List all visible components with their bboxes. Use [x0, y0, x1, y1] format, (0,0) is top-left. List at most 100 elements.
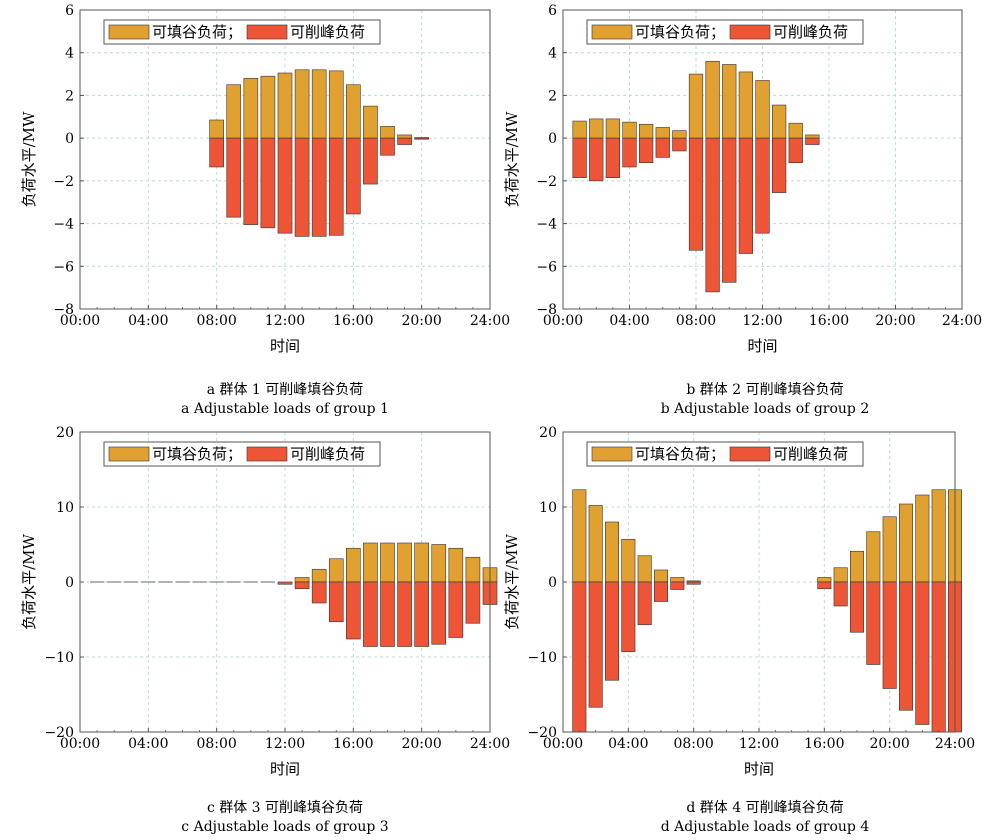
bar-fill-valley	[850, 550, 864, 583]
bar-fill-valley	[788, 122, 803, 139]
x-tick-label: 00:00	[543, 736, 583, 752]
bar-fill-valley	[572, 489, 587, 583]
bar-peak-shaving	[686, 581, 701, 585]
bar-peak-shaving	[882, 581, 897, 689]
bar-peak-shaving	[448, 581, 464, 638]
legend-label-fill: 可填谷负荷；	[152, 23, 242, 41]
x-tick-label: 20:00	[869, 736, 909, 752]
chart-d: 00:00 04:00 08:00 12:00 16:00 20:00 24:00 −20 −1…	[503, 425, 975, 778]
y-tick-label: −10	[44, 650, 74, 666]
x-tick-label: 12:00	[265, 313, 305, 329]
legend-swatch-fill	[108, 24, 150, 40]
bar-peak-shaving	[738, 137, 753, 254]
bar-fill-valley	[688, 73, 704, 139]
legend-swatch-peak	[246, 446, 288, 462]
x-tick-label: 08:00	[673, 736, 713, 752]
bar-fill-valley	[277, 72, 293, 139]
bar-fill-valley	[637, 555, 652, 583]
y-tick-label: 2	[65, 88, 74, 104]
bar-peak-shaving	[243, 137, 259, 225]
bar-peak-shaving	[915, 581, 930, 725]
caption-a: a 群体 1 可削峰填谷负荷 a Adjustable loads of gro…	[80, 381, 490, 419]
legend-label-peak: 可削峰负荷	[290, 23, 365, 41]
y-tick-label: −8	[53, 302, 74, 318]
bar-peak-shaving	[465, 581, 481, 624]
legend-swatch-fill	[591, 24, 633, 40]
x-tick-label: 00:00	[543, 313, 583, 329]
bar-fill-valley	[705, 60, 720, 139]
y-tick-label: −20	[44, 725, 74, 741]
y-tick-label: −2	[536, 174, 557, 190]
legend: 可填谷负荷； 可削峰负荷	[586, 19, 864, 45]
bar-fill-valley	[882, 516, 897, 583]
y-tick-label: 0	[548, 575, 557, 591]
y-tick-label: −20	[527, 725, 557, 741]
bar-peak-shaving	[328, 581, 344, 623]
caption-d-en: d Adjustable loads of group 4	[660, 819, 870, 835]
bar-peak-shaving	[414, 581, 429, 647]
bar-fill-valley	[380, 542, 395, 583]
bar-peak-shaving	[226, 137, 242, 218]
bar-peak-shaving	[637, 581, 652, 626]
caption-d-cn: d 群体 4 可削峰填谷负荷	[686, 800, 844, 816]
x-tick-label: 08:00	[196, 313, 236, 329]
bar-fill-valley	[397, 134, 412, 139]
legend-swatch-peak	[729, 446, 771, 462]
bar-fill-valley	[738, 71, 753, 139]
bar-fill-valley	[605, 521, 619, 583]
bar-peak-shaving	[805, 137, 820, 145]
y-tick-label: −2	[53, 174, 74, 190]
y-axis-title: 负荷水平/MW	[503, 111, 521, 207]
bar-peak-shaving	[260, 137, 276, 229]
bar-peak-shaving	[209, 137, 224, 168]
bar-fill-valley	[260, 75, 276, 139]
bar-fill-valley	[755, 80, 770, 139]
bar-peak-shaving	[277, 581, 293, 585]
x-tick-label: 20:00	[401, 313, 441, 329]
bar-fill-valley	[833, 567, 848, 583]
y-tick-label: −6	[53, 259, 74, 275]
caption-a-en: a Adjustable loads of group 1	[181, 401, 389, 417]
x-tick-label: 16:00	[804, 736, 844, 752]
bar-peak-shaving	[639, 137, 654, 164]
x-tick-label: 16:00	[333, 313, 373, 329]
x-tick-label: 16:00	[333, 736, 373, 752]
x-tick-label: 00:00	[60, 313, 100, 329]
bar-fill-valley	[294, 69, 310, 139]
caption-b-cn: b 群体 2 可削峰填谷负荷	[686, 382, 844, 398]
bar-peak-shaving	[655, 137, 670, 158]
bar-fill-valley	[226, 84, 242, 139]
caption-c-cn: c 群体 3 可削峰填谷负荷	[206, 800, 364, 816]
y-tick-label: −6	[536, 259, 557, 275]
y-tick-label: 4	[548, 46, 557, 62]
y-tick-label: −4	[536, 217, 557, 233]
x-axis-title: 时间	[744, 760, 774, 778]
bar-fill-valley	[621, 538, 636, 583]
y-tick-label: 10	[56, 500, 74, 516]
bar-peak-shaving	[311, 137, 327, 237]
legend-box	[586, 441, 864, 467]
bar-fill-valley	[899, 503, 913, 583]
legend-box	[586, 19, 864, 45]
x-tick-label: 20:00	[875, 313, 915, 329]
legend-swatch-peak	[246, 24, 288, 40]
bar-fill-valley	[931, 489, 946, 583]
chart-c: 00:00 04:00 08:00 12:00 16:00 20:00 24:00 −20 −1…	[20, 425, 510, 778]
caption-b-en: b Adjustable loads of group 2	[660, 401, 870, 417]
bar-fill-valley	[655, 127, 670, 139]
y-axis-title: 负荷水平/MW	[20, 111, 38, 207]
bar-peak-shaving	[294, 581, 310, 590]
bar-peak-shaving	[622, 137, 637, 168]
bar-peak-shaving	[605, 581, 619, 681]
x-axis-title: 时间	[270, 760, 300, 778]
bar-fill-valley	[448, 547, 464, 583]
bar-fill-valley	[311, 69, 327, 139]
bar-fill-valley	[465, 556, 481, 583]
bar-peak-shaving	[414, 137, 429, 140]
x-tick-label: 04:00	[128, 736, 168, 752]
bar-peak-shaving	[572, 581, 587, 733]
legend-label-peak: 可削峰负荷	[773, 445, 848, 463]
caption-a-cn: a 群体 1 可削峰填谷负荷	[206, 382, 364, 398]
y-tick-label: 6	[65, 3, 74, 19]
